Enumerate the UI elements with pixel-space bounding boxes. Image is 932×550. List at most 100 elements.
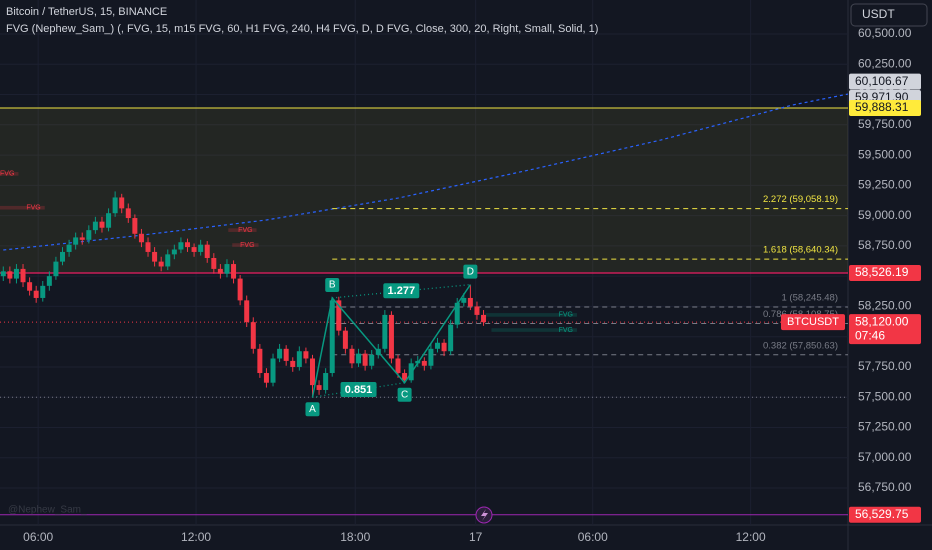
candle-body [382, 314, 388, 349]
chart-title: Bitcoin / TetherUS, 15, BINANCE [6, 6, 167, 18]
candle-body [336, 300, 342, 331]
countdown: 07:46 [855, 328, 885, 342]
y-tick-label: 57,250.00 [858, 420, 912, 434]
candle-body [40, 285, 46, 298]
candle-body [290, 360, 296, 367]
candle-body [145, 242, 151, 252]
x-tick-label: 06:00 [578, 530, 608, 544]
x-tick-label: 12:00 [736, 530, 766, 544]
candle-body [27, 282, 33, 291]
candle-body [132, 218, 138, 234]
candle-body [329, 300, 335, 374]
pattern-line [311, 284, 472, 398]
fvg-box [0, 205, 45, 210]
price-badge-label: 59,888.31 [855, 100, 909, 114]
price-badge [849, 506, 921, 523]
candle-body [53, 261, 59, 277]
point-label: D [467, 266, 474, 277]
indicator-settings: FVG (Nephew_Sam_) (, FVG, 15, m15 FVG, 6… [6, 23, 598, 35]
candle-body [395, 358, 401, 374]
ratio-label: 1.277 [388, 285, 416, 297]
candle-body [428, 348, 434, 366]
fvg-box [232, 243, 259, 247]
ratio-box [383, 283, 420, 299]
lightning-glyph [481, 509, 488, 521]
candle-body [467, 297, 473, 307]
candle-body [165, 254, 171, 267]
y-tick-label: 57,000.00 [858, 450, 912, 464]
point-label: C [401, 389, 408, 400]
candle-body [211, 257, 217, 269]
candle-body [448, 324, 454, 352]
plot-area: 2.272 (59,058.19) 1.618 (58,640.34) 1 (58,… [0, 0, 849, 525]
candle-body [402, 373, 408, 381]
candle-body [184, 242, 190, 248]
fib-label: 2.272 (59,058.19) [763, 194, 838, 205]
candle-body [125, 208, 131, 219]
candle-body [152, 251, 158, 262]
candle-body [13, 268, 19, 279]
candle-body [323, 373, 329, 390]
candle-body [263, 373, 269, 383]
candle-body [369, 354, 375, 366]
candle-body [224, 264, 230, 274]
point-box [325, 277, 340, 292]
candle-body [99, 221, 105, 228]
candle-body [270, 358, 276, 383]
candle-body [158, 261, 164, 267]
symbol-badge [781, 314, 845, 331]
candle-body [217, 268, 223, 274]
fvg-box [228, 228, 257, 232]
y-tick-label: 58,750.00 [858, 238, 912, 252]
candle-body [231, 264, 237, 279]
x-tick-label: 17 [469, 530, 483, 544]
candle-body [20, 268, 26, 283]
candle-body [92, 221, 98, 231]
y-tick-label: 59,500.00 [858, 147, 912, 161]
candle-body [303, 351, 309, 359]
fib-label: 1.618 (58,640.34) [763, 245, 838, 256]
candle-body [474, 306, 480, 315]
y-tick-label: 60,250.00 [858, 56, 912, 70]
y-tick-label: 59,750.00 [858, 117, 912, 131]
candle-body [86, 230, 92, 240]
candle-body [481, 314, 487, 323]
candle-body [191, 247, 197, 252]
current-price-badge [849, 314, 921, 345]
candle-body [112, 197, 118, 214]
price-badge [849, 73, 921, 90]
candle-body [106, 213, 112, 228]
y-tick-label: 57,750.00 [858, 359, 912, 373]
y-tick-label: 59,250.00 [858, 178, 912, 192]
candle-body [33, 290, 39, 298]
candle-body [237, 278, 243, 301]
current-price-label: 58,120.00 [855, 314, 909, 328]
candle-body [441, 342, 447, 352]
y-tick-label: 60,500.00 [858, 26, 912, 40]
x-tick-label: 12:00 [181, 530, 211, 544]
candle-body [316, 385, 322, 390]
ratio-label: 0.851 [345, 384, 373, 396]
point-box [305, 402, 320, 417]
candle-body [277, 348, 283, 359]
x-tick-label: 18:00 [340, 530, 370, 544]
candle-body [7, 271, 13, 279]
point-label: A [309, 404, 316, 415]
candle-body [309, 358, 315, 386]
candle-body [362, 353, 368, 366]
candle-body [66, 244, 72, 252]
candle-body [349, 348, 355, 364]
currency-button[interactable] [850, 3, 928, 27]
fvg-zone [0, 108, 848, 273]
currency-label[interactable]: USDT [862, 7, 895, 21]
candle-body [257, 348, 263, 374]
candle-body [296, 351, 302, 367]
candle-body [454, 302, 460, 325]
candle-body [73, 237, 79, 245]
fib-label: 1 (58,245.48) [781, 292, 838, 303]
candle-body [138, 233, 144, 243]
candle-body [342, 330, 348, 349]
ratio-box [340, 381, 377, 397]
candle-body [0, 271, 6, 277]
